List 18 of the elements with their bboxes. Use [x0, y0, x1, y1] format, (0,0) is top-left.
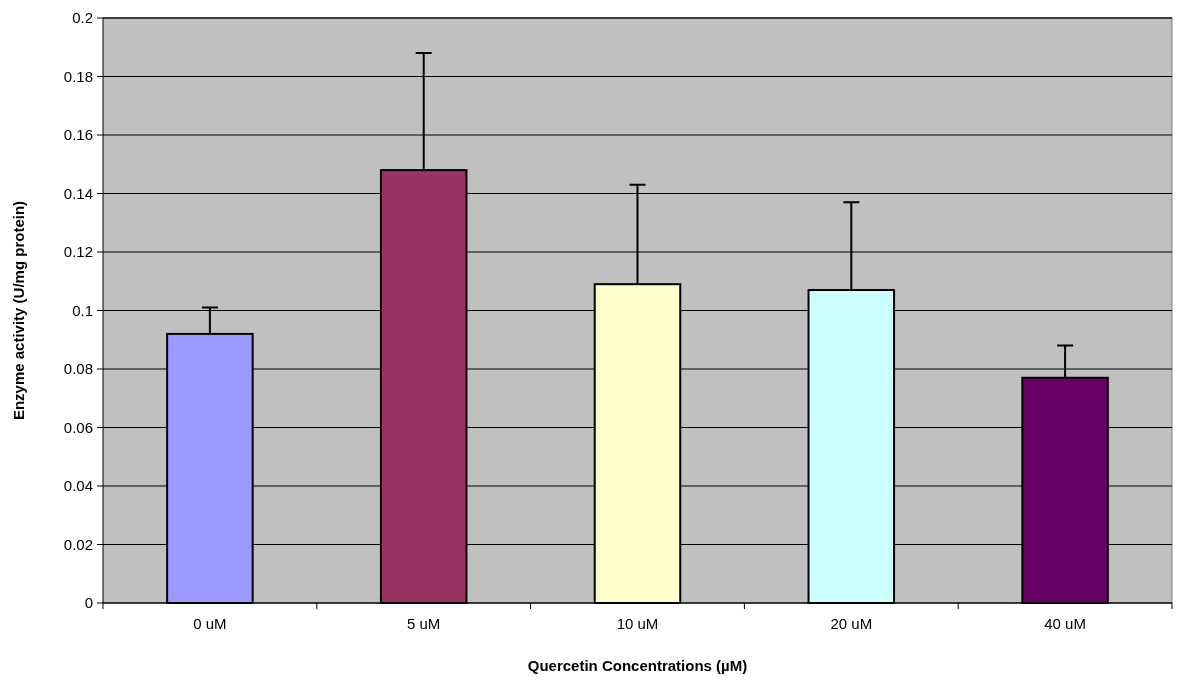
- y-tick-label: 0: [84, 594, 93, 612]
- y-tick-label: 0.06: [63, 418, 93, 436]
- y-axis-title: Enzyme activity (U/mg protein): [10, 200, 27, 421]
- x-tick-label: 5 uM: [407, 615, 441, 632]
- y-tick-label: 0.12: [63, 243, 93, 261]
- y-tick-label: 0.08: [63, 360, 93, 378]
- x-tick-label: 0 uM: [193, 615, 227, 632]
- y-tick-label: 0.04: [63, 477, 93, 495]
- x-tick-label: 20 uM: [830, 615, 873, 632]
- y-tick-label: 0.1: [72, 301, 93, 319]
- x-tick-label: 40 uM: [1044, 615, 1086, 632]
- y-tick-label: 0.16: [63, 126, 93, 144]
- x-axis-title: Quercetin Concentrations (µM): [527, 657, 748, 674]
- y-tick-label: 0.14: [63, 184, 93, 202]
- y-tick-label: 0.2: [72, 9, 93, 27]
- y-tick-label: 0.18: [63, 67, 93, 85]
- y-tick-label: 0.02: [63, 535, 93, 553]
- x-tick-label: 10 uM: [616, 615, 659, 632]
